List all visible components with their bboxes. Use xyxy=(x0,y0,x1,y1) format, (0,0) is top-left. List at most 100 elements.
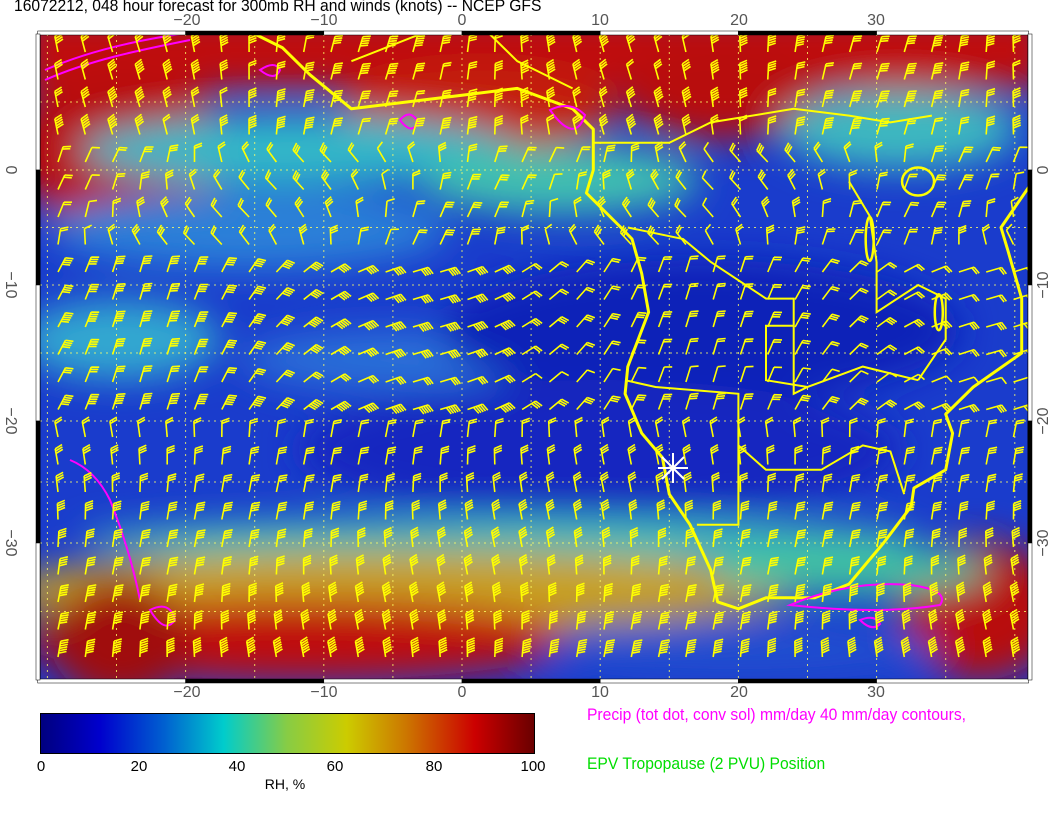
wind-barb xyxy=(84,283,100,300)
wind-barb xyxy=(494,417,504,438)
wind-barb xyxy=(436,581,447,603)
wind-barb xyxy=(491,553,501,575)
wind-barb xyxy=(54,416,63,438)
wind-barb xyxy=(385,266,407,276)
wind-barb xyxy=(139,282,153,300)
wind-barb xyxy=(876,399,898,411)
wind-barb xyxy=(193,445,204,465)
wind-barb xyxy=(958,200,972,218)
wind-barb xyxy=(436,526,447,548)
wind-barb xyxy=(548,288,570,301)
wind-barb xyxy=(903,62,917,80)
wind-barb xyxy=(357,35,371,53)
wind-barb xyxy=(982,581,993,603)
wind-barb xyxy=(275,314,296,328)
wind-barb xyxy=(848,169,858,190)
wind-barb xyxy=(166,501,178,520)
wind-barb xyxy=(275,88,286,108)
wind-barb xyxy=(494,319,516,331)
wind-barb xyxy=(57,312,74,328)
wind-barb xyxy=(330,473,342,493)
wind-barb xyxy=(729,142,742,163)
wind-barb xyxy=(248,555,259,575)
wind-barb xyxy=(464,499,474,520)
wind-barb xyxy=(439,376,462,386)
wind-barb xyxy=(412,445,423,465)
wind-barb xyxy=(357,473,369,493)
wind-barb xyxy=(384,419,397,438)
wind-barb xyxy=(139,365,153,383)
wind-barb xyxy=(355,196,364,218)
wind-barb xyxy=(767,115,777,135)
wind-barb xyxy=(221,339,238,355)
wind-barb xyxy=(84,393,100,410)
lon-scale-bar xyxy=(323,30,463,36)
wind-barb xyxy=(57,201,72,218)
wind-barb xyxy=(985,473,997,493)
wind-barb xyxy=(794,556,807,575)
wind-barb xyxy=(463,553,473,575)
wind-barb xyxy=(821,197,832,218)
wind-barb xyxy=(84,499,94,520)
wind-barb xyxy=(409,608,420,630)
wind-barb xyxy=(111,500,122,520)
wind-barb xyxy=(548,638,560,658)
wind-barb xyxy=(654,141,664,163)
wind-barb xyxy=(248,285,267,300)
wind-barb xyxy=(275,474,288,493)
wind-barb xyxy=(248,474,261,493)
wind-barb xyxy=(248,368,267,383)
wind-barb xyxy=(654,416,664,438)
wind-barb xyxy=(600,471,609,493)
wind-barb xyxy=(1012,171,1025,190)
wind-barb xyxy=(275,528,287,548)
wind-barb xyxy=(657,583,670,603)
wind-barb xyxy=(646,225,660,246)
wind-barb xyxy=(463,526,474,548)
wind-barb xyxy=(54,113,64,135)
wind-barb xyxy=(376,141,387,163)
wind-barb xyxy=(111,255,126,273)
wind-barb xyxy=(139,500,150,520)
wind-barb xyxy=(265,197,278,218)
wind-barb xyxy=(930,501,943,520)
wind-barb xyxy=(712,392,726,410)
wind-barb xyxy=(787,168,796,190)
wind-barb xyxy=(156,224,168,245)
wind-barb xyxy=(166,144,179,163)
wind-barb xyxy=(545,471,555,493)
wind-barb xyxy=(821,228,836,245)
wind-barb xyxy=(521,146,537,163)
wind-barb xyxy=(221,556,232,575)
wind-barb xyxy=(494,201,509,218)
wind-barb xyxy=(572,498,583,520)
wind-barb xyxy=(193,338,209,355)
wind-barb xyxy=(600,443,610,465)
wind-barb xyxy=(821,340,840,355)
wind-barb xyxy=(521,400,543,411)
wind-barb xyxy=(821,313,840,328)
wind-barb xyxy=(55,471,65,493)
wind-barb xyxy=(572,471,582,493)
position-marker-icon xyxy=(658,453,688,483)
wind-barb xyxy=(221,501,233,520)
wind-barb xyxy=(1013,376,1028,383)
wind-barb xyxy=(630,611,643,630)
lat-scale-bar xyxy=(35,542,41,681)
wind-barb xyxy=(821,610,831,630)
wind-barb xyxy=(930,62,944,80)
wind-barb xyxy=(111,528,123,548)
wind-barb xyxy=(602,554,612,575)
wind-barb xyxy=(903,263,926,273)
wind-barb xyxy=(873,636,884,658)
wind-barb xyxy=(294,196,305,218)
wind-barb xyxy=(134,58,145,80)
wind-barb xyxy=(794,637,803,658)
wind-barb xyxy=(703,141,714,163)
wind-barb xyxy=(492,471,502,493)
lon-scale-bar xyxy=(876,678,1029,684)
wind-barb xyxy=(518,471,528,493)
precip-legend: Precip (tot dot, conv sol) mm/day 40 mm/… xyxy=(587,705,966,724)
wind-barb xyxy=(653,58,663,80)
wind-barb xyxy=(54,58,63,80)
